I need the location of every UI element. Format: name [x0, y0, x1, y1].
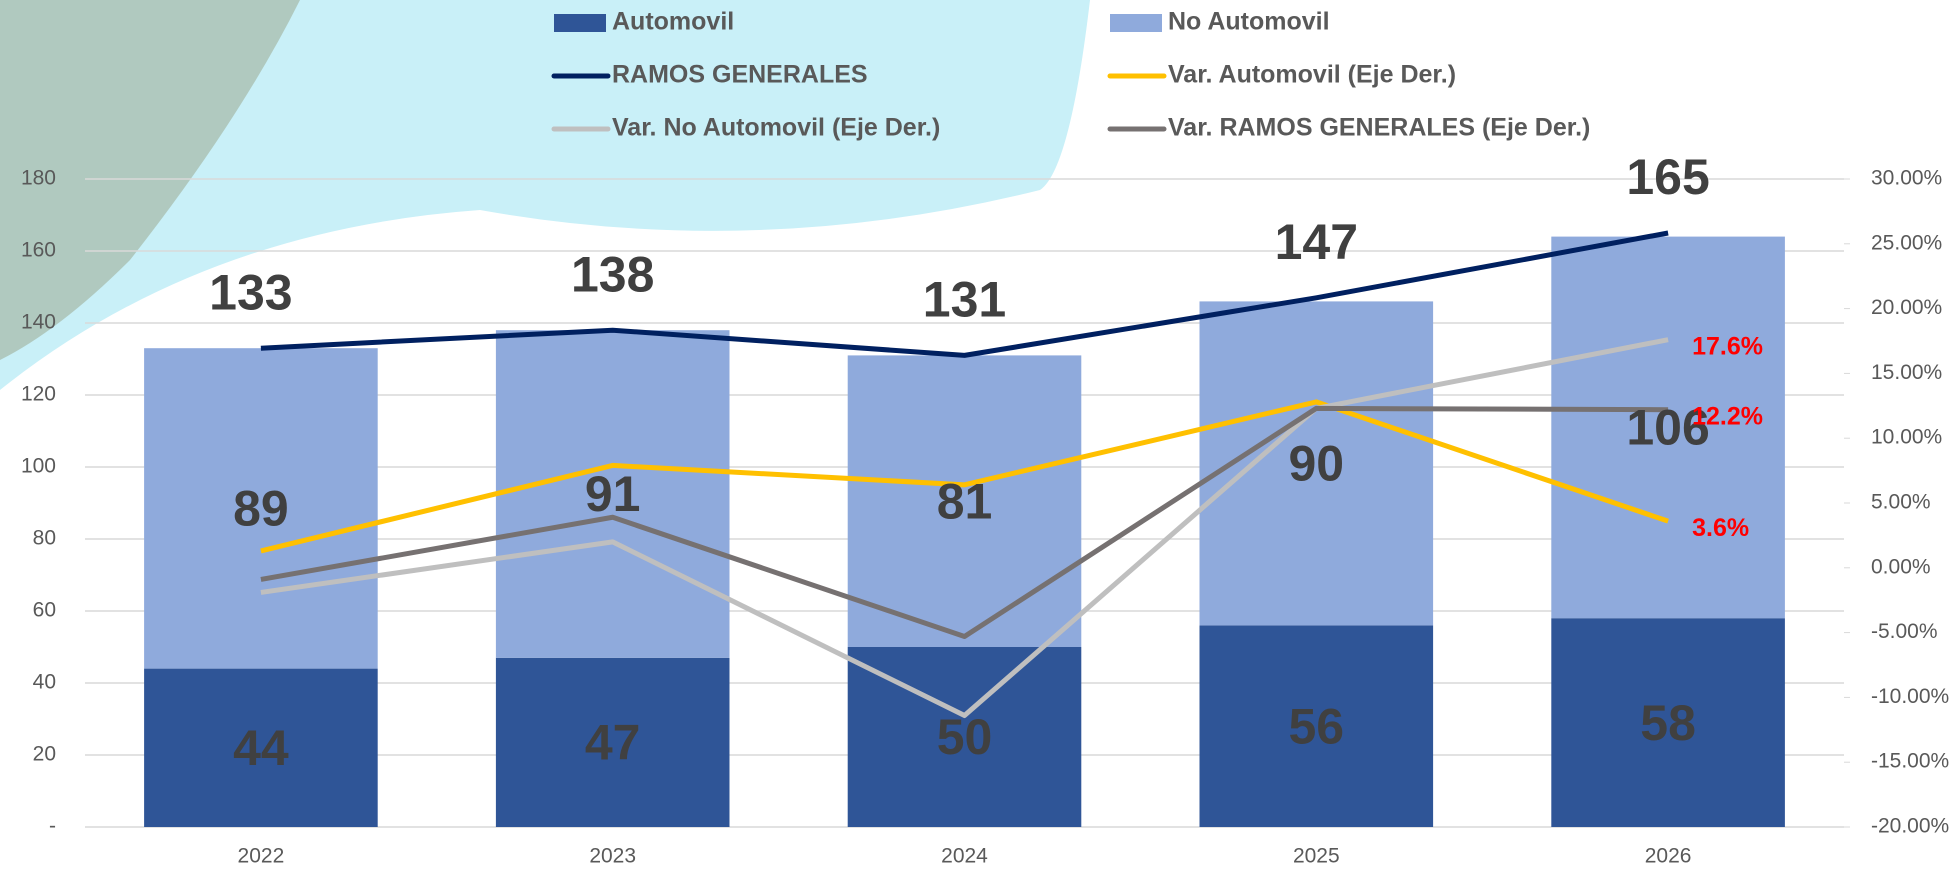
data-label: 106 — [1626, 400, 1709, 456]
x-tick-label: 2023 — [589, 845, 636, 868]
data-label: 58 — [1640, 695, 1696, 751]
y2-tick-label: 30.00% — [1871, 167, 1942, 190]
y-tick-label: 60 — [33, 599, 56, 622]
bar — [1551, 618, 1785, 827]
legend-label: RAMOS GENERALES — [612, 61, 868, 89]
bar — [1199, 625, 1434, 827]
y2-tick-label: -15.00% — [1871, 750, 1949, 773]
data-label: 89 — [233, 481, 289, 537]
y2-tick-label: 0.00% — [1871, 555, 1931, 578]
y2-tick-label: 5.00% — [1871, 491, 1931, 514]
y2-tick-label: -10.00% — [1871, 685, 1949, 708]
data-label: 47 — [585, 715, 641, 771]
bar — [847, 355, 1082, 647]
data-label: 133 — [209, 264, 292, 320]
data-label: 147 — [1275, 214, 1358, 270]
data-label: 165 — [1626, 149, 1709, 205]
x-tick-label: 2022 — [238, 845, 285, 868]
data-label: 50 — [937, 709, 993, 765]
line — [260, 405, 1669, 639]
y2-tick-label: 25.00% — [1871, 231, 1942, 254]
background-shape — [0, 0, 1090, 390]
y-tick-label: 160 — [21, 239, 56, 262]
bar — [1199, 301, 1434, 626]
legend-label: Var. No Automovil (Eje Der.) — [612, 114, 940, 142]
data-label: 12.2% — [1692, 402, 1763, 430]
data-label: 91 — [585, 466, 641, 522]
y2-tick-label: -20.00% — [1871, 815, 1949, 838]
y2-tick-label: 15.00% — [1871, 361, 1942, 384]
data-label: 90 — [1288, 436, 1344, 492]
bar — [495, 657, 730, 827]
data-label: 3.6% — [1692, 514, 1749, 542]
y2-tick-label: -5.00% — [1871, 620, 1938, 643]
x-tick-label: 2025 — [1293, 845, 1340, 868]
y-tick-label: 20 — [33, 743, 56, 766]
y-tick-label: 100 — [21, 455, 56, 478]
line — [260, 399, 1669, 554]
y2-tick-label: 20.00% — [1871, 296, 1942, 319]
y-tick-label: 140 — [21, 311, 56, 334]
bar — [495, 330, 730, 658]
y2-tick-label: 10.00% — [1871, 426, 1942, 449]
y-tick-label: 120 — [21, 383, 56, 406]
x-tick-label: 2024 — [941, 845, 988, 868]
line — [260, 337, 1669, 719]
line — [260, 230, 1669, 358]
x-tick-label: 2026 — [1645, 845, 1692, 868]
data-label: 131 — [923, 272, 1006, 328]
legend-swatch — [1110, 14, 1162, 32]
background-photo — [0, 0, 300, 360]
y-tick-label: 40 — [33, 671, 56, 694]
legend-label: No Automovil — [1168, 8, 1330, 36]
legend-label: Var. Automovil (Eje Der.) — [1168, 61, 1456, 89]
data-label: 56 — [1288, 698, 1344, 754]
bar — [144, 668, 378, 827]
bar — [144, 348, 378, 669]
legend-swatch — [554, 14, 606, 32]
bar — [1551, 236, 1785, 619]
data-label: 81 — [937, 473, 993, 529]
data-label: 17.6% — [1692, 332, 1763, 360]
legend-label: Automovil — [612, 8, 734, 36]
y-tick-label: 180 — [21, 167, 56, 190]
y-tick-label: - — [49, 815, 56, 838]
y-tick-label: 80 — [33, 527, 56, 550]
legend-label: Var. RAMOS GENERALES (Eje Der.) — [1168, 114, 1590, 142]
data-label: 44 — [233, 720, 289, 776]
data-label: 138 — [571, 246, 654, 302]
